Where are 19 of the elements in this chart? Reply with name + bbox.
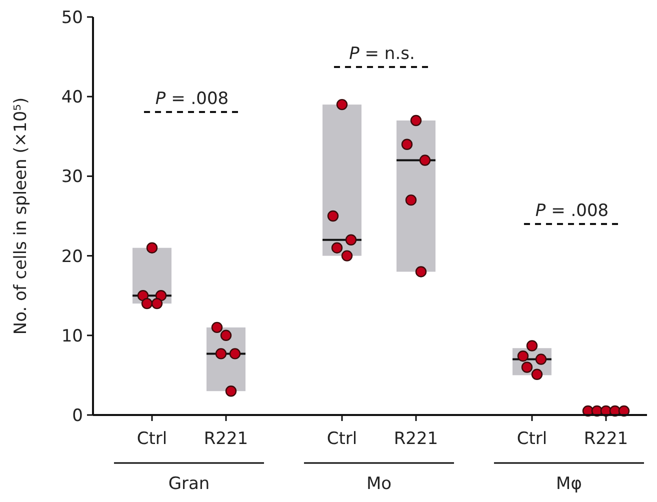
annotation: P = .008 — [535, 201, 609, 221]
annotation: P = n.s. — [349, 44, 415, 64]
text: Mo — [366, 474, 392, 494]
x-tick-label: R221 — [204, 429, 248, 449]
y-tick-label: 0 — [72, 406, 83, 426]
y-axis-title: No. of cells in spleen (×10⁵) — [11, 97, 31, 335]
x-tick-label: R221 — [394, 429, 438, 449]
x-tick-label: R221 — [584, 429, 628, 449]
text: Gran — [168, 474, 210, 494]
y-tick-label: 40 — [61, 88, 83, 108]
x-tick-label: Ctrl — [326, 429, 358, 449]
y-tick-label: 20 — [61, 246, 83, 267]
text: Mφ — [556, 474, 582, 494]
x-tick-label: Ctrl — [136, 429, 168, 449]
y-tick-label: 10 — [61, 326, 83, 346]
y-tick-label: 30 — [61, 167, 83, 188]
annotation: P = .008 — [155, 89, 229, 109]
y-tick-label: 50 — [61, 8, 83, 28]
x-tick-label: Ctrl — [516, 429, 548, 449]
